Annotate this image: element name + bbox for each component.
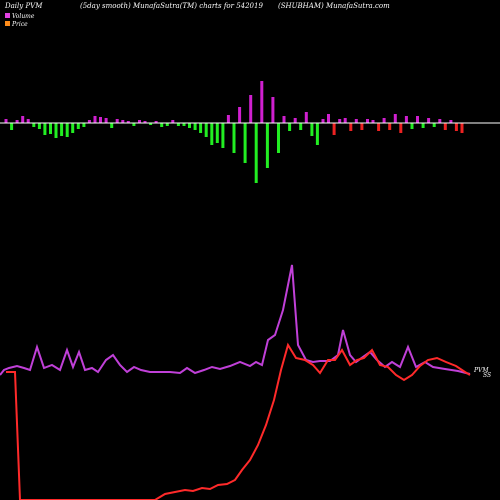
- volume-bar: [221, 123, 225, 148]
- volume-bar: [110, 123, 114, 128]
- volume-bar: [349, 123, 353, 131]
- volume-bar: [460, 123, 464, 133]
- volume-bar: [32, 123, 36, 127]
- price-end-label: SS: [483, 372, 491, 379]
- volume-bar: [282, 116, 286, 123]
- volume-bar: [377, 123, 381, 131]
- price-line: [6, 342, 471, 500]
- volume-bar: [204, 123, 208, 137]
- volume-bar: [149, 123, 153, 125]
- volume-bar: [76, 123, 80, 129]
- header-center: (5day smooth) MunafaSutra(TM) charts for…: [80, 2, 263, 10]
- volume-bar: [321, 119, 325, 123]
- volume-bar: [360, 123, 364, 130]
- volume-bar: [121, 120, 125, 123]
- legend-volume-label: Volume: [12, 13, 35, 20]
- volume-bar: [37, 123, 41, 129]
- volume-bar: [366, 119, 369, 123]
- volume-bar: [238, 107, 242, 123]
- volume-bar: [271, 97, 275, 123]
- volume-bar: [427, 118, 431, 123]
- volume-bar: [416, 116, 419, 123]
- volume-bar: [10, 123, 14, 130]
- volume-bar: [443, 123, 447, 130]
- volume-bar: [49, 123, 52, 134]
- volume-bar: [143, 121, 147, 123]
- header-right: (SHUBHAM) MunafaSutra.com: [278, 2, 390, 10]
- volume-bar: [210, 123, 214, 145]
- volume-bar: [165, 123, 169, 126]
- volume-bar: [188, 123, 191, 128]
- volume-bar: [382, 118, 386, 123]
- volume-bar: [15, 120, 19, 123]
- legend-price-swatch: [5, 21, 10, 26]
- volume-bar: [277, 123, 280, 153]
- volume-bar: [343, 118, 347, 123]
- legend-volume-swatch: [5, 13, 10, 18]
- volume-bar: [399, 123, 403, 133]
- volume-bar: [371, 120, 375, 123]
- volume-bar: [193, 123, 197, 130]
- volume-bar: [60, 123, 64, 136]
- legend-price-label: Price: [11, 21, 28, 28]
- volume-bar: [265, 123, 269, 168]
- volume-bar: [126, 121, 130, 123]
- volume-bar: [82, 123, 86, 127]
- volume-bar: [104, 118, 108, 123]
- volume-bar: [199, 123, 203, 133]
- volume-bar: [310, 123, 314, 136]
- volume-bar: [454, 123, 458, 131]
- volume-bar: [65, 123, 69, 137]
- volume-bar: [293, 118, 297, 123]
- volume-bar: [160, 123, 164, 127]
- volume-bar: [171, 120, 175, 123]
- volume-bar: [99, 117, 102, 123]
- volume-bar: [327, 114, 330, 123]
- volume-bar: [182, 123, 186, 126]
- volume-bar: [21, 116, 25, 123]
- volume-bar: [71, 123, 75, 133]
- volume-bar: [299, 123, 303, 130]
- volume-bar: [404, 116, 408, 123]
- volume-bar: [332, 123, 336, 135]
- header-left: Daily PVM: [4, 2, 43, 10]
- volume-bar: [154, 121, 158, 123]
- volume-bar: [243, 123, 247, 163]
- volume-bar: [410, 123, 414, 129]
- volume-bar: [388, 123, 392, 130]
- volume-bar: [393, 114, 397, 123]
- volume-bar: [338, 119, 342, 123]
- volume-bar: [288, 123, 292, 131]
- volume-bar: [226, 115, 230, 123]
- volume-bar: [26, 119, 30, 123]
- volume-bar: [449, 120, 453, 123]
- volume-bar: [87, 120, 91, 123]
- volume-bar: [54, 123, 58, 138]
- volume-bar: [304, 112, 308, 123]
- volume-end-label: PVM: [473, 367, 489, 374]
- volume-bars: [4, 81, 464, 183]
- volume-bar: [354, 119, 358, 123]
- volume-bar: [260, 81, 264, 123]
- volume-bar: [138, 120, 141, 123]
- volume-bar: [432, 123, 436, 127]
- volume-bar: [4, 119, 8, 123]
- volume-bar: [254, 123, 258, 183]
- volume-bar: [132, 123, 136, 126]
- volume-bar: [421, 123, 425, 128]
- volume-bar: [315, 123, 319, 145]
- volume-bar: [93, 116, 97, 123]
- volume-bar: [438, 119, 442, 123]
- volume-bar: [43, 123, 47, 135]
- volume-bar: [176, 123, 180, 126]
- volume-bar: [215, 123, 219, 143]
- volume-bar: [232, 123, 236, 153]
- volume-bar: [115, 119, 119, 123]
- volume-bar: [249, 95, 253, 123]
